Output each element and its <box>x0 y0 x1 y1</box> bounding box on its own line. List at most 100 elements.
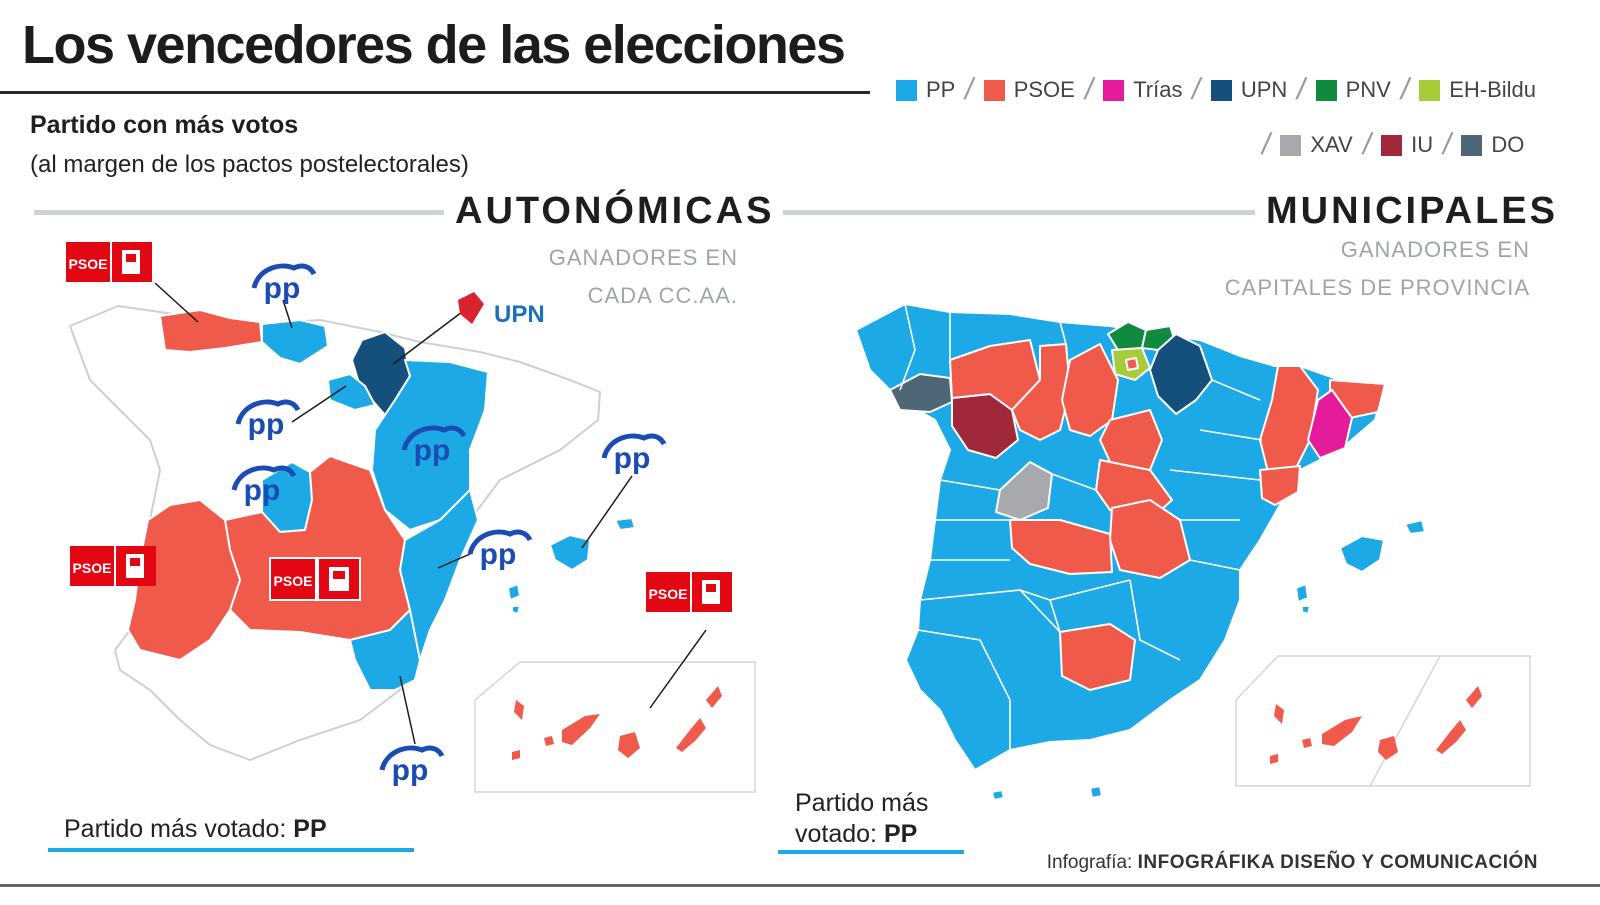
municipales-ganadores: GANADORES EN CAPITALES DE PROVINCIA <box>1224 237 1530 300</box>
legend-swatch <box>1381 134 1403 156</box>
credit-prefix: Infografía: <box>1046 852 1133 873</box>
province-burgos <box>1061 343 1119 437</box>
pp-logo-text: pp <box>614 442 651 475</box>
municipales-footer: Partido más votado: PP <box>795 788 928 850</box>
psoe-logo-asturias: PSOE <box>66 242 152 282</box>
leader-valencia <box>437 553 471 569</box>
island-fuerteventura <box>676 718 706 752</box>
credit-name: INFOGRÁFIKA DISEÑO Y COMUNICACIÓN <box>1137 852 1538 873</box>
psoe-logo-text: PSOE <box>274 573 313 589</box>
island-hierro <box>512 750 520 760</box>
autonomicas-footer-rule <box>48 848 414 852</box>
province-jaen <box>1059 623 1136 691</box>
island-gomera <box>544 736 554 746</box>
region-larioja <box>327 373 376 411</box>
region-baleares-formentera <box>511 605 521 615</box>
subtitle-note: (al margen de los pactos postelectorales… <box>30 151 469 178</box>
psoe-logo-clm: PSOE <box>269 557 361 601</box>
pp-logo-text: pp <box>414 434 451 467</box>
melilla <box>1089 785 1103 799</box>
municipales-map <box>855 303 1426 801</box>
pp-logo-text: pp <box>392 754 429 787</box>
muni-baleares-menorca <box>1404 519 1426 535</box>
psoe-logo-text: PSOE <box>69 256 108 272</box>
bottom-rule <box>0 884 1600 887</box>
region-murcia <box>349 609 421 691</box>
autonomicas-ganadores: GANADORES EN CADA CC.AA. <box>548 245 738 308</box>
pp-logo-larioja: pp <box>235 399 301 441</box>
region-baleares-ibiza <box>507 583 521 601</box>
psoe-logo-extremadura: PSOE <box>70 546 156 586</box>
legend-item-ehbildu: EH-Bildu <box>1419 77 1536 103</box>
legend-item-pp: PP <box>896 77 955 103</box>
province-toledo <box>1009 519 1113 575</box>
muni-baleares-mallorca <box>1339 535 1385 573</box>
legend-row-2: / XAV / IU / DO <box>1252 128 1524 162</box>
legend-item-xav: XAV <box>1280 132 1353 158</box>
region-cantabria <box>261 319 329 365</box>
island-tenerife <box>1322 716 1362 746</box>
footer-label: votado: <box>795 820 878 848</box>
island-lapalma <box>514 700 524 720</box>
pp-logo-cantabria: pp <box>251 263 317 305</box>
province-avila <box>995 461 1053 521</box>
island-grancanaria <box>618 732 640 758</box>
island-gomera <box>1302 738 1312 748</box>
island-fuerteventura <box>1436 720 1466 754</box>
pp-logo-aragon: pp <box>401 425 467 467</box>
upn-logo: UPN <box>458 292 545 328</box>
legend-item-do: DO <box>1461 132 1524 158</box>
municipales-canarias-inset <box>1235 655 1531 787</box>
pp-logo-text: pp <box>244 474 281 507</box>
autonomicas-canarias-inset <box>474 661 756 793</box>
province-alava-inner <box>1125 357 1139 371</box>
muni-baleares-formentera <box>1301 605 1311 615</box>
legend-swatch <box>1461 134 1483 156</box>
footer-party: PP <box>293 815 327 843</box>
leader-asturias <box>154 282 199 323</box>
region-baleares-mallorca <box>549 534 591 571</box>
legend-swatch <box>983 79 1005 101</box>
autonomicas-rule <box>34 210 444 215</box>
legend-swatch <box>896 79 917 101</box>
pp-logo-text: pp <box>480 538 517 571</box>
municipales-heading: MUNICIPALES <box>1266 190 1558 232</box>
legend-swatch <box>1315 79 1337 101</box>
canary-islands <box>512 686 722 760</box>
island-lapalma <box>1274 704 1284 724</box>
leader-murcia <box>399 675 416 745</box>
pp-logo-text: pp <box>264 272 301 305</box>
footer-label: Partido más votado: <box>64 815 287 843</box>
leader-navarra <box>392 311 463 365</box>
inset-frame <box>1235 655 1531 787</box>
footer-label: Partido más <box>795 789 929 817</box>
pp-logo-murcia: pp <box>379 745 445 787</box>
inset-divider <box>1369 655 1441 787</box>
ceuta <box>991 789 1005 801</box>
title-rule <box>0 91 870 94</box>
province-barcelona <box>1307 389 1353 459</box>
region-valencia <box>399 489 479 661</box>
leader-cantabria <box>282 299 293 329</box>
island-lanzarote <box>1466 686 1482 708</box>
psoe-logo-text: PSOE <box>649 586 688 602</box>
legend-item-iu: IU <box>1381 132 1433 158</box>
psoe-logo-text: PSOE <box>73 560 112 576</box>
pp-logo-valencia: pp <box>467 529 533 571</box>
autonomicas-footer: Partido más votado: PP <box>64 815 327 844</box>
legend-item-upn: UPN <box>1210 77 1287 103</box>
island-tenerife <box>562 714 600 745</box>
page-title: Los vencedores de las elecciones <box>22 15 846 75</box>
canary-islands <box>1270 686 1482 764</box>
province-tarragona <box>1259 465 1301 506</box>
legend-item-trias: Trías <box>1103 77 1182 103</box>
legend-swatch <box>1103 79 1125 101</box>
subtitle: Partido con más votos <box>30 111 299 139</box>
credit: Infografía: INFOGRÁFIKA DISEÑO Y COMUNIC… <box>1047 852 1538 874</box>
leader-canarias <box>649 629 707 709</box>
inset-frame <box>474 661 756 793</box>
legend-item-psoe: PSOE <box>983 77 1075 103</box>
pp-logo-baleares: pp <box>601 433 667 475</box>
province-cuenca <box>1109 499 1191 579</box>
